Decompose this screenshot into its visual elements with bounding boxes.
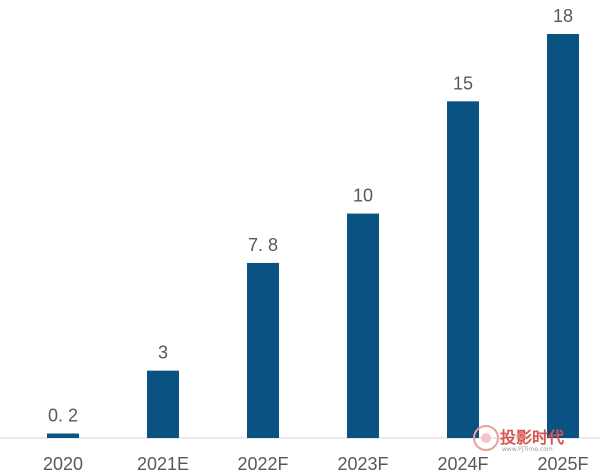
data-label-2024F: 15 xyxy=(453,73,473,93)
bar-2021E xyxy=(147,370,179,438)
data-label-2020: 0. 2 xyxy=(48,406,78,426)
data-label-2023F: 10 xyxy=(353,186,373,206)
x-tick-label-2025F: 2025F xyxy=(537,454,588,474)
x-tick-label-2022F: 2022F xyxy=(237,454,288,474)
bars-group xyxy=(47,34,579,438)
bar-2025F xyxy=(547,34,579,438)
x-tick-label-2020: 2020 xyxy=(43,454,83,474)
value-labels-group: 0. 2 3 7. 8 10 15 18 xyxy=(48,6,573,426)
watermark-text: 投影时代 xyxy=(500,428,564,447)
watermark-logo-icon xyxy=(473,425,499,451)
data-label-2021E: 3 xyxy=(158,343,168,363)
bar-2023F xyxy=(347,213,379,438)
bar-2020 xyxy=(47,433,79,438)
x-tick-label-2024F: 2024F xyxy=(437,454,488,474)
bar-2024F xyxy=(447,101,479,438)
data-label-2025F: 18 xyxy=(553,6,573,26)
watermark-logo: 投影时代 www.PjTime.com xyxy=(473,425,564,453)
watermark-subtext: www.PjTime.com xyxy=(502,446,553,453)
x-tick-label-2023F: 2023F xyxy=(337,454,388,474)
watermark-logo-icon-inner xyxy=(481,433,491,443)
data-label-2022F: 7. 8 xyxy=(248,235,278,255)
bar-2022F xyxy=(247,262,279,438)
x-tick-labels-group: 2020 2021E 2022F 2023F 2024F 2025F xyxy=(43,454,589,474)
x-tick-label-2021E: 2021E xyxy=(137,454,189,474)
